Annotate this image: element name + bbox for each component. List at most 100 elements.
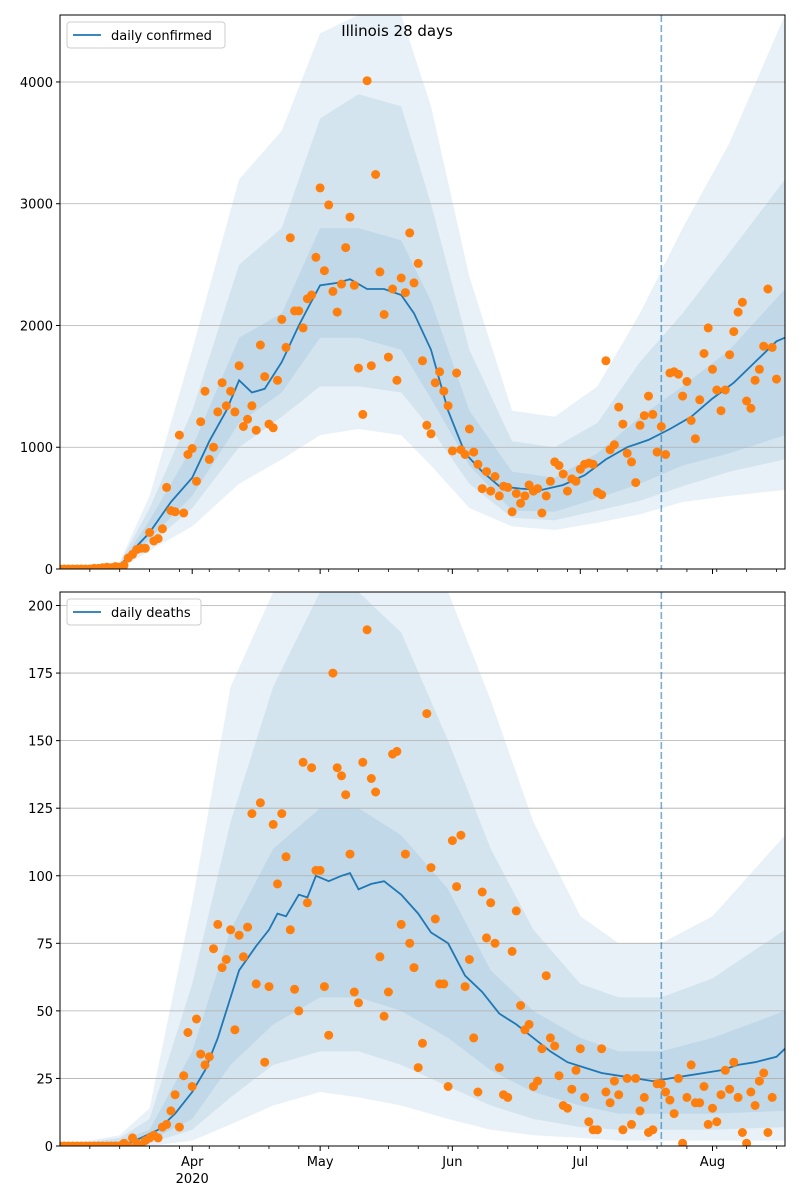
legend-label: daily deaths: [111, 606, 191, 621]
data-point: [379, 310, 389, 319]
data-point: [720, 1065, 730, 1075]
data-point: [460, 450, 470, 459]
data-point: [737, 297, 747, 307]
data-point: [294, 1006, 304, 1016]
data-point: [537, 1044, 547, 1054]
data-point: [354, 363, 363, 373]
data-point: [609, 1076, 619, 1086]
data-point: [273, 879, 282, 889]
y-tick-label: 4000: [20, 76, 53, 91]
x-tick-label: Aug: [700, 1155, 725, 1170]
data-point: [332, 763, 342, 773]
data-point: [302, 898, 312, 908]
data-point: [285, 233, 295, 243]
data-point: [281, 342, 291, 352]
data-point: [490, 938, 500, 948]
data-point: [209, 442, 218, 452]
data-point: [230, 1025, 240, 1035]
data-point: [742, 1138, 752, 1146]
data-point: [264, 982, 274, 992]
data-point: [221, 955, 231, 964]
data-point: [238, 952, 248, 962]
data-point: [545, 1033, 555, 1043]
uncertainty-band-3: [60, 228, 785, 569]
data-point: [162, 1119, 172, 1129]
data-point: [516, 498, 526, 508]
data-point: [716, 406, 726, 416]
y-tick-label: 150: [28, 735, 53, 750]
data-point: [673, 369, 683, 379]
data-point: [157, 524, 167, 534]
confirmed-panel: 0 1000 2000 3000 4000 daily confirmed: [20, 14, 786, 578]
data-point: [366, 361, 376, 371]
data-point: [737, 1128, 747, 1137]
plot-area: [60, 15, 785, 569]
data-point: [371, 787, 381, 797]
data-point: [409, 963, 419, 973]
data-point: [772, 374, 781, 384]
data-point: [567, 1084, 577, 1094]
data-point: [413, 258, 423, 268]
data-point: [319, 266, 329, 276]
data-point: [554, 461, 564, 470]
data-point: [477, 484, 487, 494]
data-point: [507, 507, 517, 517]
data-point: [563, 1103, 572, 1113]
data-point: [661, 450, 671, 459]
data-point: [187, 444, 197, 453]
data-point: [686, 1060, 696, 1070]
data-point: [661, 1087, 671, 1097]
y-tick-label: 75: [36, 937, 53, 952]
data-point: [298, 757, 308, 767]
data-point: [204, 1052, 214, 1062]
data-point: [482, 933, 491, 943]
data-point: [678, 391, 688, 401]
data-point: [392, 746, 402, 756]
data-point: [520, 491, 530, 501]
data-point: [447, 836, 457, 846]
data-point: [725, 1084, 735, 1094]
data-point: [550, 1041, 560, 1051]
data-point: [767, 342, 777, 352]
data-point: [648, 409, 658, 419]
data-point: [183, 1028, 193, 1037]
data-point: [763, 1128, 773, 1137]
data-point: [490, 472, 500, 481]
data-point: [750, 1101, 760, 1110]
data-point: [682, 377, 692, 386]
data-point: [597, 1044, 607, 1054]
data-point: [192, 1014, 201, 1024]
data-point: [545, 476, 555, 486]
data-point: [644, 391, 653, 401]
data-point: [123, 1141, 133, 1146]
data-point: [669, 1109, 679, 1119]
legend-box: [66, 598, 202, 626]
data-point: [503, 482, 513, 492]
chart-title: Illinois 28 days: [341, 22, 453, 40]
data-point: [720, 385, 730, 395]
data-point: [516, 1001, 526, 1010]
data-point: [273, 375, 282, 385]
data-point: [341, 243, 351, 253]
data-point: [379, 1011, 389, 1021]
data-point: [469, 447, 479, 457]
data-point: [695, 395, 705, 405]
data-point: [439, 979, 449, 989]
y-tick-label: 175: [28, 667, 53, 682]
data-point: [349, 987, 359, 997]
data-point: [682, 1092, 692, 1102]
data-point: [503, 1092, 513, 1102]
data-point: [614, 1090, 624, 1100]
data-point: [268, 819, 278, 829]
data-point: [166, 1106, 176, 1116]
data-point: [187, 1082, 197, 1091]
axes-frame: [59, 591, 786, 1147]
data-point: [277, 314, 287, 324]
data-point: [652, 447, 662, 457]
data-point: [627, 457, 636, 467]
data-point: [477, 887, 487, 897]
data-point: [307, 763, 317, 773]
data-point: [238, 422, 248, 431]
data-point: [328, 286, 338, 296]
data-point: [332, 307, 342, 317]
